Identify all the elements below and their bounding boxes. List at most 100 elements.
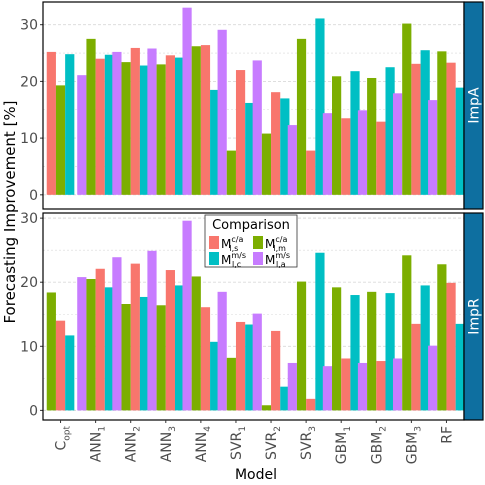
bar-impr-2-c xyxy=(139,296,150,411)
bar-impr-11-a xyxy=(428,345,438,411)
bar-impr-3-c xyxy=(174,285,185,411)
bar-impr-0-s xyxy=(55,320,66,411)
x-tick-label: GBM1 xyxy=(334,426,353,464)
bar-impr-7-s xyxy=(306,398,316,411)
bar-impa-6-a xyxy=(252,60,262,195)
bar-impr-7-a xyxy=(287,362,297,411)
y-tick-label: 0 xyxy=(29,188,38,204)
bar-impa-2-a xyxy=(112,51,122,195)
bar-impr-11-s xyxy=(446,282,456,411)
bar-impa-0-s xyxy=(46,51,56,195)
x-tick-label: SVR1 xyxy=(229,426,248,460)
bar-impr-1-a xyxy=(77,277,87,411)
bar-impr-0-c xyxy=(65,335,75,411)
bar-impa-1-c xyxy=(104,54,115,195)
bar-impr-9-a xyxy=(357,362,368,411)
bar-impa-4-a xyxy=(182,7,192,195)
bar-impr-10-c xyxy=(420,285,430,411)
bar-impa-11-c xyxy=(455,87,465,195)
y-axis-label: Forecasting Improvement [%] xyxy=(1,100,19,323)
bar-impr-9-c xyxy=(385,293,395,411)
bar-impa-9-c xyxy=(385,67,395,195)
legend: Comparison Mc/a l,s Mc/a l,m Mm/s l,c Mm/s l,a xyxy=(204,214,298,269)
legend-label-m: Mc/a l,m xyxy=(265,235,287,253)
y-tick-label: 20 xyxy=(20,74,38,90)
bar-impa-2-c xyxy=(139,65,150,195)
x-tick-label: ANN1 xyxy=(89,426,108,462)
bar-impr-11-m xyxy=(437,264,447,411)
bar-impa-10-s xyxy=(411,63,421,195)
y-tick-label: 10 xyxy=(20,131,38,147)
bar-impr-5-a xyxy=(217,291,227,411)
bar-impr-6-a xyxy=(252,313,262,411)
panel-impa: 0 10 20 30 ImpA xyxy=(20,1,484,210)
legend-box xyxy=(204,214,298,268)
bar-impa-5-a xyxy=(217,29,227,195)
x-tick-label: SVR3 xyxy=(299,426,318,460)
bar-impa-4-m xyxy=(191,46,201,195)
bar-impa-10-m xyxy=(402,23,412,195)
x-tick-label: RF xyxy=(439,426,455,444)
facet-strip-label: ImpR xyxy=(467,298,483,335)
bar-impr-6-c xyxy=(280,386,290,411)
bar-impr-9-s xyxy=(376,361,386,411)
bar-impr-3-m xyxy=(156,305,166,411)
bar-impa-11-s xyxy=(446,62,456,195)
y-tick-label: 0 xyxy=(29,403,38,419)
legend-label-a: Mm/s l,a xyxy=(265,251,290,269)
bar-impr-4-c xyxy=(210,341,220,411)
bar-impr-1-c xyxy=(104,287,115,411)
bar-impa-11-a xyxy=(428,100,438,195)
bar-impa-3-a xyxy=(147,48,157,195)
bar-impr-10-m xyxy=(402,255,412,411)
bar-impa-10-c xyxy=(420,50,430,195)
bar-impa-4-c xyxy=(210,89,220,195)
bar-impr-5-s xyxy=(235,321,246,411)
bar-impr-9-m xyxy=(367,291,377,411)
facet-strip xyxy=(463,1,484,210)
bar-impa-3-m xyxy=(156,64,166,195)
bar-impa-9-a xyxy=(357,110,368,195)
bar-impa-7-m xyxy=(296,38,307,195)
bar-impr-2-s xyxy=(130,263,140,411)
bar-impa-6-c xyxy=(280,98,290,195)
bar-impr-1-m xyxy=(86,279,96,411)
bar-impr-7-m xyxy=(296,281,307,411)
legend-swatch-c xyxy=(209,252,219,265)
bar-impa-10-a xyxy=(392,93,403,195)
legend-title: Comparison xyxy=(212,218,290,233)
bar-impa-7-c xyxy=(315,18,325,195)
bar-impa-5-m xyxy=(226,150,236,195)
bar-impa-8-a xyxy=(322,113,333,195)
y-tick-label: 20 xyxy=(20,275,38,291)
bar-impr-4-a xyxy=(182,220,192,411)
bar-impr-8-m xyxy=(332,287,342,411)
bar-impr-5-m xyxy=(226,357,236,411)
x-tick-label: ANN2 xyxy=(124,426,143,462)
bar-impa-5-s xyxy=(235,70,246,195)
y-tick-label: 10 xyxy=(20,339,38,355)
bar-impa-1-a xyxy=(77,75,87,195)
bar-impr-8-s xyxy=(341,358,351,411)
bar-impa-6-s xyxy=(271,92,281,195)
x-tick-label: SVR2 xyxy=(264,426,283,460)
bar-impa-9-s xyxy=(376,121,386,195)
bar-impr-1-s xyxy=(95,268,105,411)
bar-impr-10-s xyxy=(411,323,421,411)
facet-strip-label: ImpA xyxy=(467,87,483,124)
x-axis-label: Model xyxy=(235,467,277,483)
bar-impa-11-m xyxy=(437,51,447,195)
bar-impr-5-c xyxy=(245,324,255,411)
bar-impr-11-c xyxy=(455,323,465,411)
x-axis: Copt ANN1 ANN2 ANN3 ANN4 SVR1 SVR2 SVR3 GBM1 GBM2… xyxy=(54,420,455,464)
bar-impr-4-s xyxy=(200,307,211,411)
bar-impr-6-m xyxy=(261,405,272,411)
x-tick-label: ANN4 xyxy=(194,426,213,463)
bar-impr-2-a xyxy=(112,257,122,411)
bar-impr-10-a xyxy=(392,358,403,411)
x-tick-label: Copt xyxy=(54,426,73,451)
legend-swatch-a xyxy=(253,252,263,265)
bar-impr-0-m xyxy=(46,292,56,411)
x-tick-label: GBM2 xyxy=(369,426,388,464)
bar-impa-2-m xyxy=(121,62,131,195)
